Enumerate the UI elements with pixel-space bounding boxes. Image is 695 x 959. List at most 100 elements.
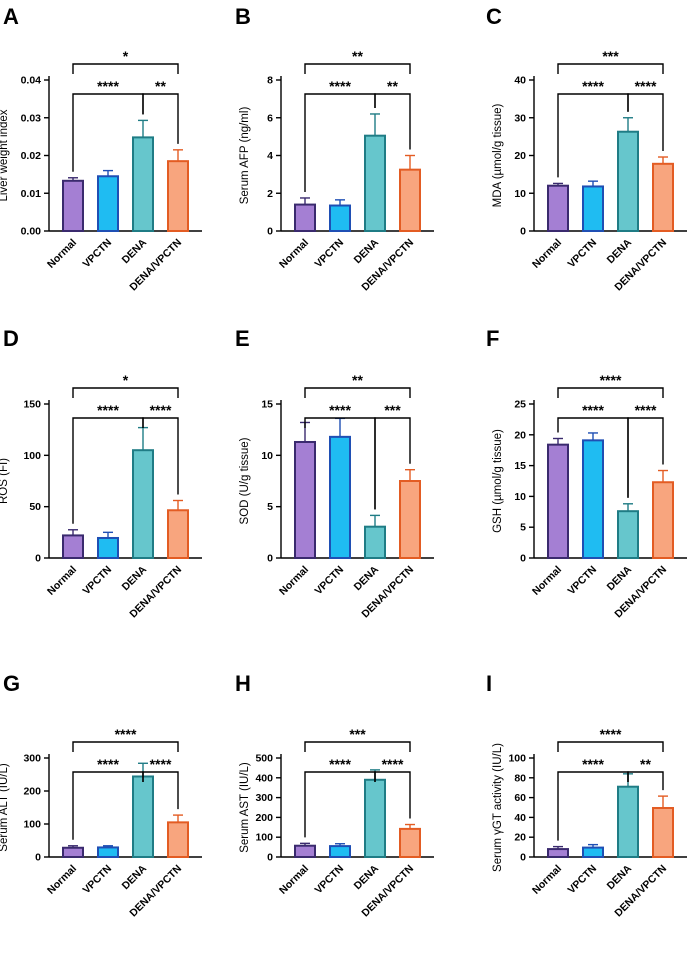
y-tick-label: 0.04 — [21, 75, 42, 87]
x-tick-label: VPCTN — [312, 237, 346, 271]
y-tick-label: 4 — [267, 150, 273, 162]
y-axis-label: Serum γGT activity (IU/L) — [492, 743, 504, 872]
panel-letter-B: B — [235, 4, 251, 29]
y-axis-label: Liver weight index — [0, 109, 10, 201]
significance-label: **** — [329, 756, 351, 772]
x-tick-label: VPCTN — [565, 564, 599, 598]
y-tick-label: 30 — [514, 112, 526, 124]
panel-F: F 0 5 10 15 20 25 GSH (µmol/g tissue) Normal VPCT… — [486, 326, 687, 620]
significance-bracket — [72, 63, 179, 74]
y-tick-label: 0.03 — [21, 112, 42, 124]
significance-bracket — [374, 417, 411, 510]
panel-letter-C: C — [486, 4, 502, 29]
significance-label: * — [123, 48, 129, 64]
significance-label: ** — [352, 48, 363, 64]
x-tick-label: DENA — [352, 862, 382, 892]
significance-label: **** — [635, 78, 657, 94]
panel-letter-D: D — [3, 326, 19, 351]
x-tick-label: Normal — [530, 863, 564, 897]
x-tick-label: Normal — [530, 237, 564, 271]
significance-label: **** — [600, 726, 622, 742]
x-tick-label: Normal — [45, 237, 79, 271]
significance-bracket — [627, 771, 664, 791]
panel-letter-I: I — [486, 671, 492, 696]
y-tick-label: 60 — [514, 792, 526, 804]
y-tick-label: 50 — [29, 501, 41, 513]
significance-bracket — [142, 93, 179, 144]
bar-normal — [547, 184, 569, 232]
bar-normal — [62, 846, 84, 859]
x-tick-label: VPCTN — [80, 564, 114, 598]
x-tick-label: Normal — [45, 564, 79, 598]
y-tick-label: 10 — [261, 450, 273, 462]
y-tick-label: 80 — [514, 772, 526, 784]
x-tick-label: DENA — [120, 563, 150, 593]
y-tick-label: 40 — [514, 75, 526, 87]
significance-label: **** — [115, 726, 137, 742]
panel-letter-G: G — [3, 671, 20, 696]
significance-label: **** — [600, 372, 622, 388]
x-tick-label: DENA — [120, 236, 150, 266]
significance-label: **** — [97, 756, 119, 772]
bar-dena-vpctn — [652, 481, 674, 559]
bar-normal — [62, 534, 84, 559]
x-tick-label: DENA — [605, 563, 635, 593]
bar-vpctn — [582, 846, 604, 858]
significance-label: **** — [329, 78, 351, 94]
y-tick-label: 5 — [267, 501, 273, 513]
y-axis-label: SOD (U/g tissue) — [239, 437, 251, 524]
bar-vpctn — [582, 185, 604, 232]
x-tick-label: Normal — [277, 564, 311, 598]
significance-label: **** — [97, 402, 119, 418]
y-tick-label: 40 — [514, 812, 526, 824]
significance-label: **** — [582, 402, 604, 418]
y-tick-label: 100 — [255, 832, 273, 844]
y-tick-label: 2 — [267, 188, 273, 200]
bar-dena-vpctn — [399, 480, 421, 559]
x-tick-label: DENA — [120, 862, 150, 892]
x-tick-label: VPCTN — [565, 863, 599, 897]
x-tick-label: Normal — [277, 863, 311, 897]
significance-bracket — [72, 741, 179, 752]
y-tick-label: 0 — [35, 553, 41, 565]
panel-letter-F: F — [486, 326, 499, 351]
bar-normal — [62, 179, 84, 232]
significance-label: **** — [382, 756, 404, 772]
significance-bracket — [557, 741, 664, 752]
y-tick-label: 0.01 — [21, 188, 42, 200]
y-tick-label: 10 — [514, 188, 526, 200]
bar-vpctn — [329, 435, 351, 559]
y-tick-label: 6 — [267, 112, 273, 124]
y-axis-label: Serum AST (IU/L) — [239, 762, 251, 853]
significance-bracket — [557, 387, 664, 398]
significance-label: ** — [640, 756, 651, 772]
bar-dena-vpctn — [167, 160, 189, 233]
significance-label: ** — [387, 78, 398, 94]
y-axis-label: GSH (µmol/g tissue) — [492, 429, 504, 533]
bar-dena — [364, 525, 386, 559]
y-tick-label: 20 — [514, 832, 526, 844]
panel-I: I 0 20 40 60 80 100 Serum γGT activity (IU/L) No… — [486, 671, 687, 919]
x-tick-label: VPCTN — [565, 237, 599, 271]
x-tick-label: VPCTN — [80, 863, 114, 897]
y-tick-label: 15 — [514, 460, 526, 472]
significance-bracket — [304, 63, 411, 74]
significance-label: *** — [602, 48, 619, 64]
bar-dena — [364, 778, 386, 859]
panel-H: H 0 100 200 300 400 500 Serum AST (IU/L) Normal V… — [235, 671, 434, 919]
y-tick-label: 0 — [267, 553, 273, 565]
y-tick-label: 400 — [255, 772, 273, 784]
x-tick-label: VPCTN — [312, 564, 346, 598]
y-axis-label: Serum AFP (ng/ml) — [239, 107, 251, 205]
bar-dena — [617, 510, 639, 559]
significance-label: **** — [97, 78, 119, 94]
significance-label: *** — [349, 726, 366, 742]
bar-vpctn — [329, 845, 351, 858]
bar-vpctn — [97, 175, 119, 232]
x-tick-label: VPCTN — [312, 863, 346, 897]
y-tick-label: 20 — [514, 429, 526, 441]
bar-dena — [617, 785, 639, 859]
bar-vpctn — [97, 536, 119, 559]
